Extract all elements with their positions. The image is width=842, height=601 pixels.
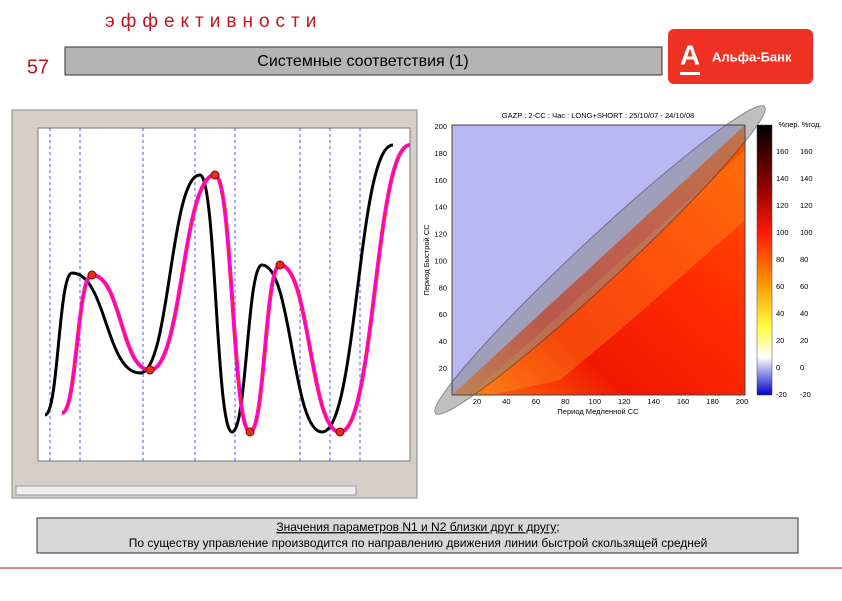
x-tick-label: 20 xyxy=(473,397,481,406)
x-tick-label: 120 xyxy=(618,397,631,406)
colorbar-tick-label: 160 xyxy=(776,147,789,156)
kicker: эффективности xyxy=(105,11,322,32)
time-axis xyxy=(16,462,414,482)
x-tick-label: 60 xyxy=(532,397,540,406)
y-tick-label: 60 xyxy=(439,310,447,319)
turn-point xyxy=(335,427,345,437)
slide-title: Системные соответствия (1) xyxy=(257,53,468,70)
heatmap: GAZP : 2-CC : Час : LONG+SHORT : 25/10/0… xyxy=(422,105,822,416)
x-tick-label: 100 xyxy=(589,397,602,406)
colorbar-tick-label: -20 xyxy=(800,390,811,399)
x-tick-label: 80 xyxy=(561,397,569,406)
colorbar-label: %пер. %год. xyxy=(779,120,822,129)
caption-line: По существу управление производится по н… xyxy=(129,536,708,550)
y-tick-label: 140 xyxy=(434,203,447,212)
y-tick-label: 80 xyxy=(439,283,447,292)
colorbar-tick-label: 140 xyxy=(800,174,813,183)
colorbar-tick-label: 60 xyxy=(776,282,784,291)
colorbar-tick-label: 120 xyxy=(800,201,813,210)
colorbar-tick-label: 0 xyxy=(800,363,804,372)
x-label: Период Медленной СС xyxy=(557,407,639,416)
colorbar-tick-label: 0 xyxy=(776,363,780,372)
curves xyxy=(43,128,411,461)
y-tick-label: 180 xyxy=(434,149,447,158)
caption-box xyxy=(36,517,799,554)
colorbar-tick-label: 80 xyxy=(776,255,784,264)
colorbar-tick-label: 40 xyxy=(800,309,808,318)
logo-mark: А xyxy=(680,39,700,70)
caption-line: Значения параметров N1 и N2 близки друг … xyxy=(276,520,559,534)
x-tick-label: 200 xyxy=(736,397,749,406)
colorbar-tick-label: 20 xyxy=(800,336,808,345)
y-label: Период Быстрой СС xyxy=(422,224,431,296)
x-tick-label: 160 xyxy=(677,397,690,406)
y-tick-label: 20 xyxy=(439,364,447,373)
diagonal-ellipse xyxy=(434,105,766,415)
heatmap-title: GAZP : 2-CC : Час : LONG+SHORT : 25/10/0… xyxy=(502,111,694,120)
x-tick-label: 180 xyxy=(706,397,719,406)
colorbar-tick-label: 100 xyxy=(800,228,813,237)
colorbar-tick-label: 20 xyxy=(776,336,784,345)
price-chart xyxy=(11,109,418,499)
turn-point xyxy=(275,260,285,270)
colorbar xyxy=(756,124,773,396)
colorbar-tick-label: 100 xyxy=(776,228,789,237)
colorbar-tick-label: 40 xyxy=(776,309,784,318)
slow-line xyxy=(43,143,394,434)
turn-point xyxy=(245,427,255,437)
colorbar-tick-label: 160 xyxy=(800,147,813,156)
turn-point xyxy=(145,365,155,375)
colorbar-tick-label: 140 xyxy=(776,174,789,183)
title-bar xyxy=(64,46,663,76)
x-tick-label: 40 xyxy=(502,397,510,406)
y-tick-label: 120 xyxy=(434,230,447,239)
slide-number: 57 xyxy=(27,56,49,78)
x-tick-label: 140 xyxy=(647,397,660,406)
logo-underline xyxy=(680,72,700,75)
logo xyxy=(668,29,813,84)
colorbar-tick-label: 60 xyxy=(800,282,808,291)
y-tick-label: 100 xyxy=(434,256,447,265)
turn-point xyxy=(210,170,220,180)
colorbar-tick-label: -20 xyxy=(776,390,787,399)
scrollbar xyxy=(15,485,357,496)
y-tick-label: 200 xyxy=(434,122,447,131)
y-tick-label: 40 xyxy=(439,337,447,346)
colorbar-tick-label: 80 xyxy=(800,255,808,264)
heatmap-frame xyxy=(451,124,746,396)
colorbar-tick-label: 120 xyxy=(776,201,789,210)
logo-text: Альфа-Банк xyxy=(712,49,792,64)
turn-point xyxy=(87,270,97,280)
heatmap-ticks: 20 40 60 80 100 120 140 160 180 20020406080100120… xyxy=(434,122,812,406)
y-tick-label: 160 xyxy=(434,176,447,185)
